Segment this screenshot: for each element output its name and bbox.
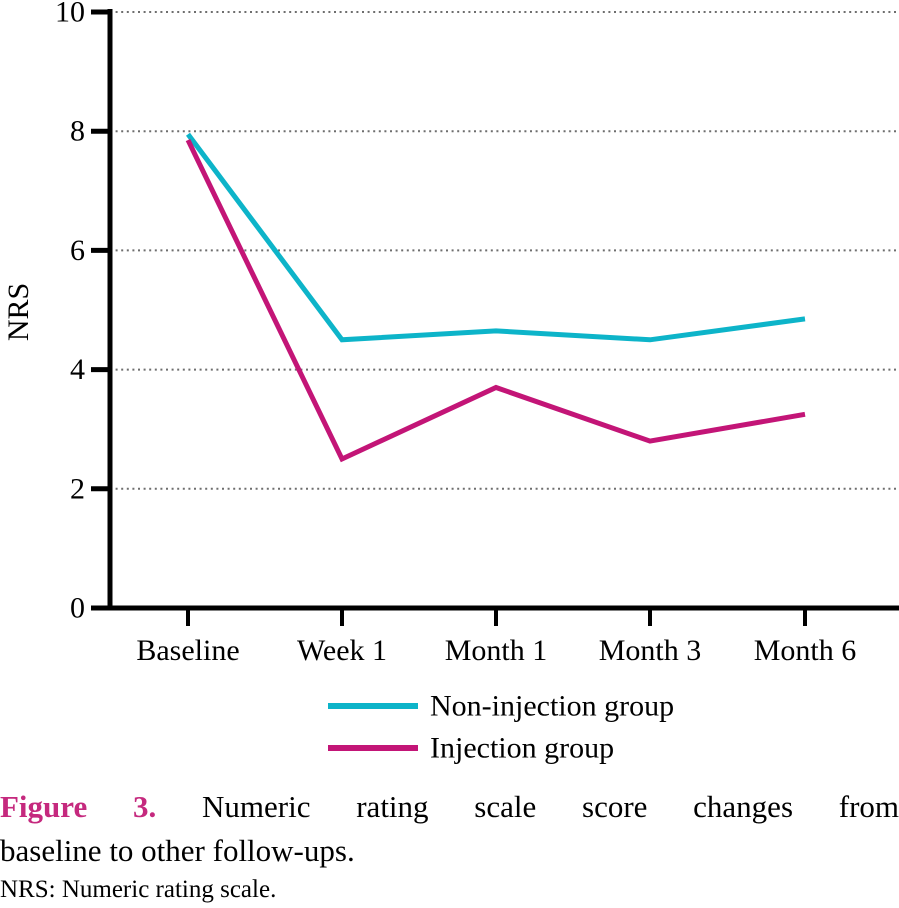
axes bbox=[107, 9, 899, 611]
series-line-non-injection-group bbox=[185, 132, 806, 343]
y-tick-label-2: 2 bbox=[70, 472, 85, 505]
y-tick-label-0: 0 bbox=[70, 592, 85, 625]
figure-caption: Figure 3. Numeric rating scale score cha… bbox=[0, 771, 899, 907]
series-lines bbox=[185, 132, 806, 463]
figure-caption-line1-wrap: Figure 3. Numeric rating scale score cha… bbox=[0, 785, 899, 829]
y-axis-title: NRS bbox=[2, 283, 35, 341]
figure-caption-line1-text: Numeric rating scale score changes from bbox=[202, 789, 899, 824]
y-ticks bbox=[91, 9, 110, 611]
legend-label-injection-group: Injection group bbox=[430, 732, 614, 765]
figure-footnote: NRS: Numeric rating scale. bbox=[0, 876, 277, 903]
x-tick-label-0: Baseline bbox=[136, 634, 239, 667]
y-tick-label-6: 6 bbox=[70, 234, 85, 267]
x-tick-label-4: Month 6 bbox=[754, 634, 857, 667]
x-tick-label-3: Month 3 bbox=[599, 634, 702, 667]
legend: Non-injection group Injection group bbox=[328, 690, 674, 765]
y-tick-label-8: 8 bbox=[70, 115, 85, 148]
x-tick-label-2: Month 1 bbox=[445, 634, 548, 667]
y-tick-label-4: 4 bbox=[70, 353, 85, 386]
x-tick-labels: Baseline Week 1 Month 1 Month 3 Month 6 bbox=[136, 634, 856, 667]
figure-caption-label: Figure 3. bbox=[0, 789, 157, 824]
x-tick-label-1: Week 1 bbox=[297, 634, 387, 667]
y-tick-labels: 0 2 4 6 8 10 bbox=[55, 0, 85, 625]
figure-caption-line2: baseline to other follow-ups. bbox=[0, 833, 355, 868]
series-line-injection-group bbox=[185, 139, 806, 463]
y-tick-label-10: 10 bbox=[55, 0, 85, 29]
legend-label-non-injection-group: Non-injection group bbox=[430, 690, 674, 723]
nrs-line-chart: 0 2 4 6 8 10 Baseline Week 1 Month 1 Month 3 Mont… bbox=[2, 0, 899, 765]
x-ticks bbox=[186, 608, 807, 626]
